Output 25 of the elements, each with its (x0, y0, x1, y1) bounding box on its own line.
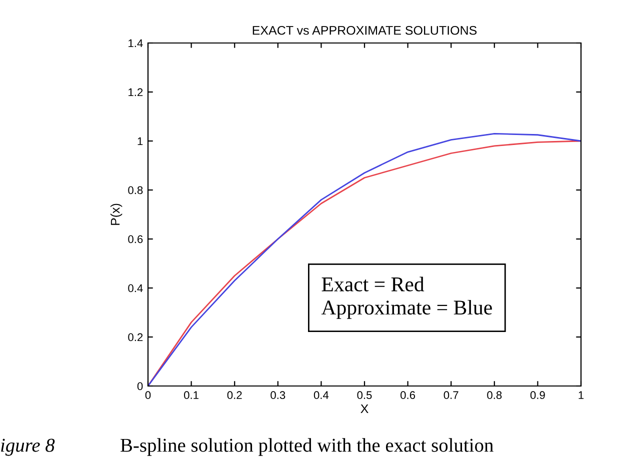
x-axis-title: X (360, 404, 368, 414)
x-tick-label: 1 (578, 391, 584, 399)
x-tick-label: 0.7 (444, 391, 458, 400)
x-tick-label: 0 (145, 391, 151, 400)
x-tick-label: 0.9 (530, 391, 545, 400)
y-tick-label: 0.2 (128, 333, 143, 342)
x-tick-label: 0.1 (184, 391, 198, 400)
text: B-spline solution plotted with the exact solution (120, 438, 494, 456)
y-tick-label: 0.6 (128, 235, 143, 244)
x-tick-label: 0.6 (400, 391, 416, 400)
x-tick-label: 0.8 (487, 391, 502, 400)
y-axis-title: P(x) (110, 204, 122, 225)
y-tick-label: 0 (137, 382, 143, 390)
text: igure 8 (1, 438, 55, 456)
y-tick-label: 1.2 (128, 88, 143, 96)
annotation: Exact = Red Approximate = Blue (321, 276, 492, 319)
x-tick-label: 0.4 (314, 391, 329, 400)
x-tick-label: 0.3 (270, 391, 286, 400)
y-tick-label: 0.4 (128, 284, 143, 292)
y-tick-label: 1.4 (128, 39, 143, 48)
y-tick-label: 1 (138, 137, 143, 146)
x-tick-label: 0.2 (227, 391, 242, 400)
y-tick-label: 0.8 (128, 186, 143, 194)
chart-title: EXACT vs APPROXIMATE SOLUTIONS (252, 26, 477, 35)
x-tick-label: 0.5 (357, 391, 372, 400)
